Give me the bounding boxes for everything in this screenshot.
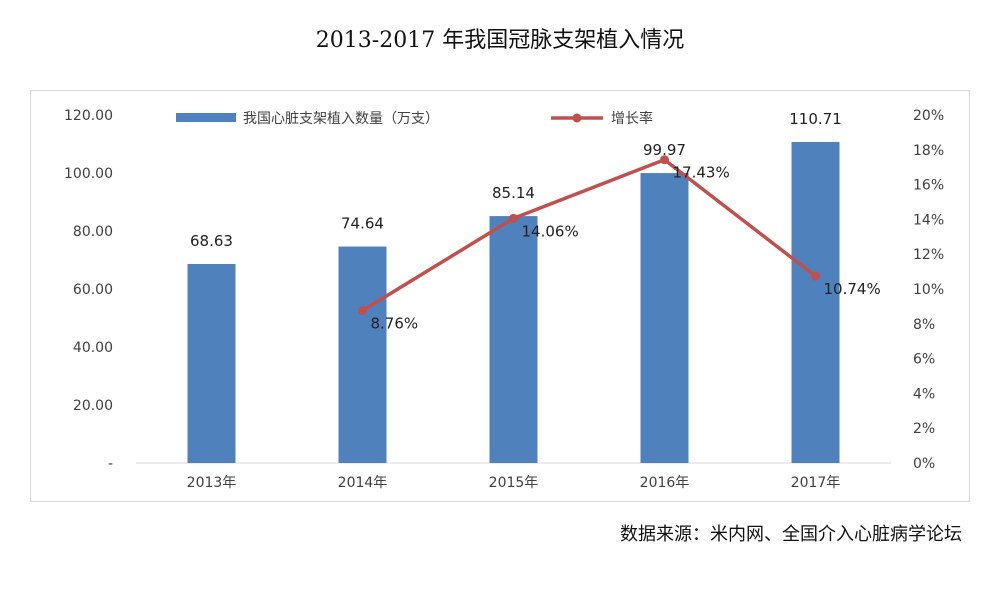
x-tick-label: 2014年: [338, 475, 388, 491]
data-source: 数据来源：米内网、全国介入心脏病学论坛: [620, 524, 962, 545]
bar: [489, 216, 538, 463]
bar: [187, 263, 236, 463]
growth-rate-line: [361, 157, 817, 313]
growth-rate-point: [660, 155, 669, 165]
legend-bar-label: 我国心脏支架植入数量（万支）: [243, 111, 439, 127]
x-tick-label: 2013年: [187, 475, 237, 491]
line-data-label: 10.74%: [824, 280, 881, 298]
y-left-tick-label: 20.00: [73, 398, 113, 414]
y-left-tick-label: 120.00: [64, 108, 113, 124]
y-right-tick-label: 14%: [913, 212, 944, 228]
y-right-tick-label: 18%: [913, 143, 944, 159]
x-tick-label: 2017年: [791, 475, 841, 491]
bar-data-label: 99.97: [643, 141, 686, 159]
y-left-tick-label: 40.00: [73, 340, 113, 356]
growth-rate-point: [358, 306, 367, 316]
y-right-tick-label: 20%: [913, 108, 944, 124]
bar-data-label: 68.63: [190, 232, 233, 250]
legend-line-label: 增长率: [611, 110, 653, 127]
y-right-tick-label: 8%: [913, 317, 935, 333]
x-tick-label: 2015年: [489, 475, 539, 491]
bar: [640, 173, 689, 463]
line-data-label: 14.06%: [522, 222, 579, 240]
line-data-label: 8.76%: [371, 315, 419, 333]
y-right-tick-label: 2%: [913, 421, 935, 437]
bar-data-label: 85.14: [492, 184, 535, 202]
chart-area: - 20.00 40.00 60.00 80.00 100.00 120.00 0% 2% 4% 6…: [30, 90, 970, 502]
legend-bar-swatch: [176, 113, 236, 122]
legend-line-marker: [572, 113, 582, 123]
growth-rate-point: [509, 213, 518, 223]
line-data-label: 17.43%: [673, 164, 730, 182]
y-right-tick-label: 0%: [913, 456, 935, 472]
bar-data-label: 110.71: [789, 110, 842, 128]
y-right-tick-label: 12%: [913, 247, 944, 263]
chart-title: 2013-2017 年我国冠脉支架植入情况: [315, 28, 685, 53]
bar-data-label: 74.64: [341, 215, 384, 233]
growth-rate-point: [811, 271, 820, 281]
y-left-tick-label: 100.00: [64, 166, 113, 182]
y-left-tick-label: -: [108, 456, 113, 472]
chart-svg: - 20.00 40.00 60.00 80.00 100.00 120.00 0% 2% 4% 6…: [64, 108, 944, 491]
y-right-tick-label: 6%: [913, 352, 935, 368]
y-right-tick-label: 4%: [913, 386, 935, 402]
y-right-tick-label: 10%: [913, 282, 944, 298]
bar: [338, 246, 387, 463]
bar: [791, 141, 840, 463]
y-right-tick-label: 16%: [913, 178, 944, 194]
x-tick-label: 2016年: [640, 475, 690, 491]
y-left-tick-label: 60.00: [73, 282, 113, 298]
y-left-tick-label: 80.00: [73, 224, 113, 240]
